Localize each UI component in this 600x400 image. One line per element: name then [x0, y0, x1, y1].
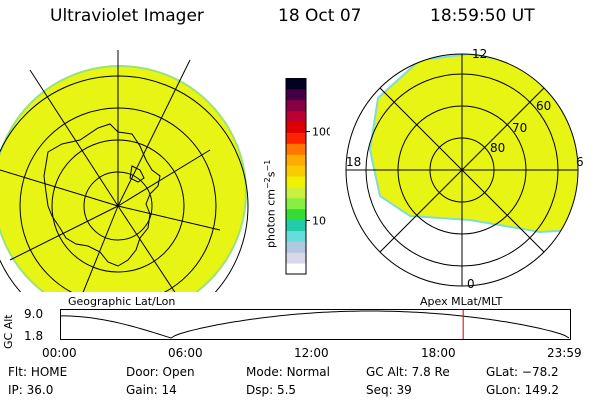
colorbar-swatch — [286, 110, 306, 123]
colorbar-swatch — [286, 208, 306, 221]
gc-alt-min: 1.8 — [24, 329, 44, 343]
colorbar-swatch — [286, 154, 306, 166]
polar-grid — [345, 53, 579, 287]
mlt-label-6: 6 — [576, 155, 584, 169]
colorbar-swatch — [286, 132, 306, 144]
status-mode: Mode: Normal — [246, 365, 330, 379]
mlt-label-18: 18 — [346, 155, 361, 169]
status-ip: IP: 36.0 — [8, 383, 54, 397]
colorbar-swatch — [286, 99, 306, 112]
colorbar-tick-label: 100 — [312, 126, 330, 139]
status-seq: Seq: 39 — [366, 383, 412, 397]
colorbar-swatch — [286, 143, 306, 155]
image-date: 18 Oct 07 — [278, 6, 362, 26]
x-tick-2: 12:00 — [294, 346, 329, 360]
status-flt: Flt: HOME — [8, 365, 68, 379]
status-dsp: Dsp: 5.5 — [246, 383, 297, 397]
x-tick-3: 18:00 — [421, 346, 456, 360]
gc-alt-max: 9.0 — [24, 307, 44, 321]
gc-alt-label: GC Alt — [2, 314, 15, 349]
colorbar-swatch — [286, 252, 306, 264]
image-time: 18:59:50 UT — [430, 6, 535, 26]
mlat-label-60: 60 — [536, 99, 551, 113]
geographic-grid — [0, 50, 249, 292]
status-gc-alt: GC Alt: 7.8 Re — [366, 365, 450, 379]
colorbar-swatch — [286, 88, 306, 101]
colorbar-swatch — [286, 263, 306, 275]
colorbar-swatch — [286, 197, 306, 210]
left-panel-label: Geographic Lat/Lon — [68, 295, 176, 308]
colorbar-swatch — [286, 78, 306, 90]
status-glon: GLon: 149.2 — [486, 383, 559, 397]
colorbar-tick-label: 10 — [312, 214, 326, 227]
left-emission-disk — [0, 65, 247, 292]
status-gain: Gain: 14 — [126, 383, 177, 397]
colorbar: 100 10 — [285, 78, 330, 275]
mlat-label-80: 80 — [490, 141, 505, 155]
status-door: Door: Open — [126, 365, 195, 379]
colorbar-swatch — [286, 230, 306, 242]
gc-alt-curve — [61, 310, 570, 339]
gc-alt-plot — [60, 309, 571, 340]
colorbar-swatch — [286, 176, 306, 188]
colorbar-swatch — [286, 121, 306, 133]
right-panel-label: Apex MLat/MLT — [420, 295, 503, 308]
colorbar-swatch — [286, 219, 306, 231]
mlt-label-12: 12 — [472, 47, 487, 61]
status-glat: GLat: −78.2 — [486, 365, 559, 379]
colorbar-swatch — [286, 186, 306, 199]
colorbar-swatch — [286, 241, 306, 253]
mlt-label-0: 0 — [467, 277, 475, 291]
x-tick-0: 00:00 — [42, 346, 77, 360]
x-tick-4: 23:59 — [547, 346, 582, 360]
x-tick-1: 06:00 — [168, 346, 203, 360]
instrument-title: Ultraviolet Imager — [50, 6, 204, 26]
right-emission-region — [368, 54, 578, 234]
mlat-label-70: 70 — [512, 121, 527, 135]
colorbar-swatch — [286, 165, 306, 177]
